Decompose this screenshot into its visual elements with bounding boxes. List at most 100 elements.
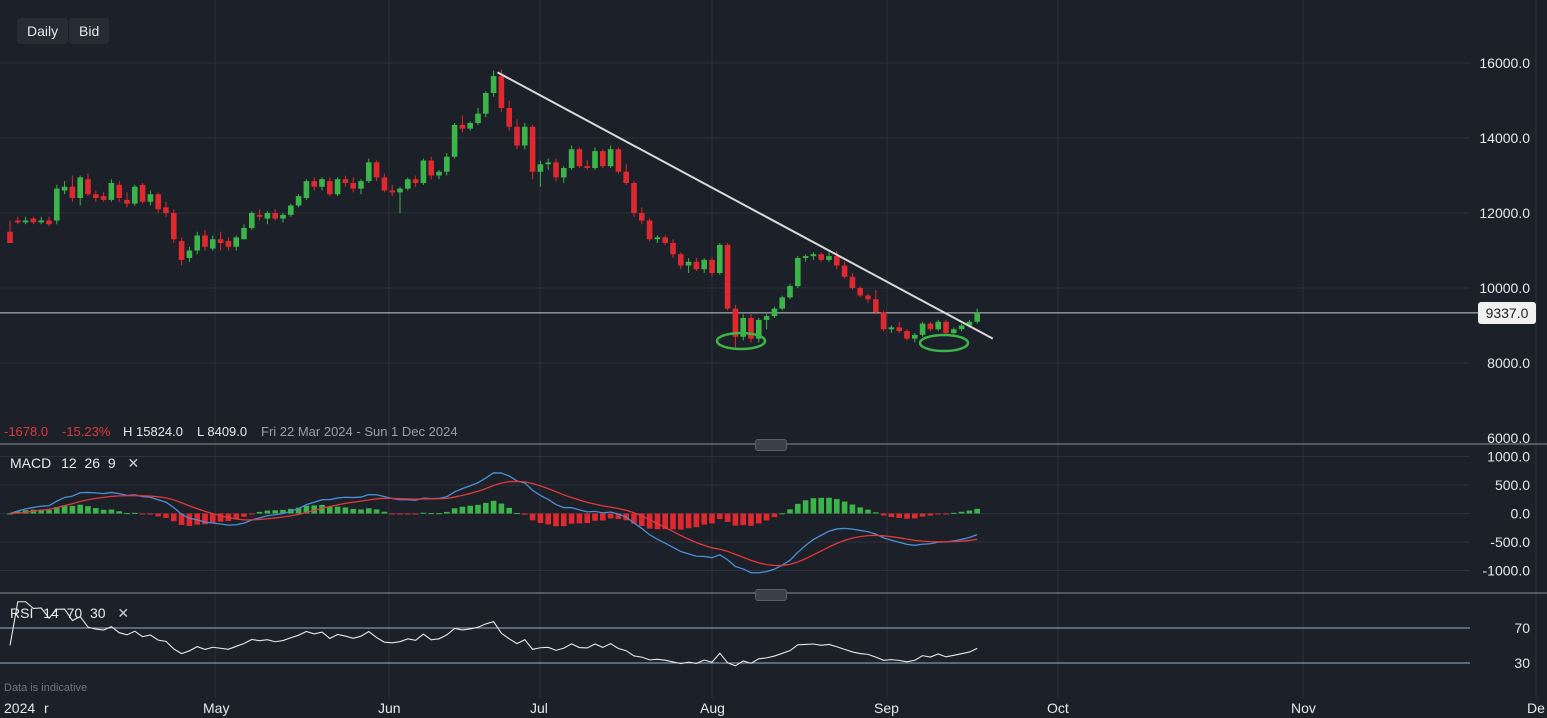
pane-resize-handle[interactable]	[755, 439, 787, 451]
disclaimer: Data is indicative	[4, 682, 88, 694]
candle-body	[311, 181, 317, 187]
candle-body	[483, 93, 489, 114]
candle-body	[561, 168, 567, 178]
macd-histogram-bar	[444, 511, 450, 514]
rsi-name: RSI	[10, 605, 34, 621]
candle-body	[366, 162, 372, 182]
candle-body	[779, 297, 785, 309]
candle-body	[927, 323, 934, 330]
x-tick-label: r	[44, 700, 49, 716]
macd-histogram-bar	[545, 513, 551, 525]
macd-histogram-bar	[943, 513, 949, 515]
candle-body	[904, 331, 910, 339]
macd-histogram-bar	[576, 513, 583, 524]
y-tick-label: 70	[1514, 620, 1530, 636]
candle-body	[522, 126, 528, 146]
candle-body	[272, 213, 278, 219]
macd-histogram-bar	[685, 513, 692, 529]
candle-body	[693, 261, 700, 270]
macd-histogram-bar	[178, 513, 185, 526]
candle-body	[389, 190, 395, 193]
macd-histogram-bar	[358, 509, 364, 514]
macd-histogram-bar	[38, 509, 44, 514]
x-tick-label: Oct	[1047, 700, 1069, 716]
candle-body	[826, 256, 832, 260]
candle-body	[935, 321, 941, 330]
candle-body	[748, 318, 754, 339]
macd-histogram-bar	[124, 513, 130, 515]
macd-histogram-bar	[522, 513, 528, 515]
candle-body	[451, 124, 458, 157]
candle-body	[436, 171, 442, 176]
macd-histogram-bar	[475, 504, 481, 514]
y-tick-label: 1000.0	[1487, 449, 1530, 465]
candle-body	[498, 76, 505, 108]
macd-histogram-bar	[467, 505, 473, 514]
macd-histogram-bar	[373, 509, 380, 514]
macd-histogram-bar	[912, 513, 918, 519]
macd-histogram-bar	[202, 513, 208, 525]
macd-histogram-bar	[295, 507, 302, 514]
candle-body	[740, 318, 746, 337]
x-tick-label: Aug	[700, 700, 725, 716]
x-tick-label: Jun	[378, 700, 401, 716]
candle-body	[303, 181, 310, 198]
macd-histogram-bar	[85, 506, 91, 514]
support-ellipse	[715, 331, 767, 351]
candle-body	[600, 151, 606, 167]
candle-body	[124, 199, 130, 204]
macd-histogram-bar	[709, 513, 715, 524]
close-icon[interactable]: ✕	[117, 605, 130, 621]
candle-body	[7, 231, 13, 243]
macd-histogram-bar	[919, 513, 926, 517]
candle-body	[717, 244, 723, 273]
macd-histogram-bar	[873, 512, 879, 514]
y-tick-label: 16000.0	[1479, 55, 1530, 71]
candle-body	[194, 235, 200, 251]
candle-body	[763, 316, 770, 320]
macd-histogram-bar	[420, 512, 427, 514]
macd-histogram-bar	[763, 513, 770, 521]
macd-histogram-bar	[927, 513, 934, 516]
candle-body	[615, 149, 622, 172]
x-tick-label: 2024	[4, 700, 35, 716]
high-value: H 15824.0	[123, 424, 183, 439]
macd-histogram-bar	[100, 509, 107, 514]
macd-histogram-bar	[888, 513, 895, 518]
macd-histogram-bar	[327, 506, 333, 514]
interval-button[interactable]: Daily	[17, 18, 69, 44]
candle-body	[771, 308, 778, 317]
macd-histogram-bar	[490, 500, 497, 514]
support-ellipse	[918, 333, 970, 353]
macd-histogram-bar	[826, 497, 832, 514]
macd-histogram-bar	[311, 505, 317, 514]
macd-histogram-bar	[880, 513, 887, 516]
candle-body	[943, 321, 949, 333]
macd-histogram-bar	[389, 513, 395, 515]
candle-body	[444, 156, 450, 172]
close-icon[interactable]: ✕	[127, 455, 140, 471]
x-tick-label: De	[1527, 700, 1545, 716]
trendline	[497, 71, 994, 340]
candle-body	[178, 241, 185, 260]
macd-histogram-bar	[210, 513, 216, 523]
candle-body	[545, 162, 551, 165]
macd-histogram-bar	[951, 512, 957, 514]
macd-histogram-bar	[132, 512, 138, 514]
price-type-button[interactable]: Bid	[69, 18, 110, 44]
candle-body	[857, 288, 863, 296]
candle-body	[966, 321, 973, 326]
macd-histogram-bar	[54, 506, 60, 514]
macd-histogram-bar	[732, 513, 739, 526]
macd-histogram-bar	[69, 505, 76, 514]
macd-histogram-bar	[428, 513, 434, 515]
macd-histogram-bar	[483, 502, 489, 514]
macd-histogram-bar	[77, 504, 83, 514]
candle-body	[93, 194, 99, 198]
candle-body	[54, 188, 60, 221]
candle-body	[654, 237, 661, 240]
pane-resize-handle[interactable]	[755, 589, 787, 601]
candle-body	[576, 149, 583, 167]
candle-body	[951, 329, 957, 333]
